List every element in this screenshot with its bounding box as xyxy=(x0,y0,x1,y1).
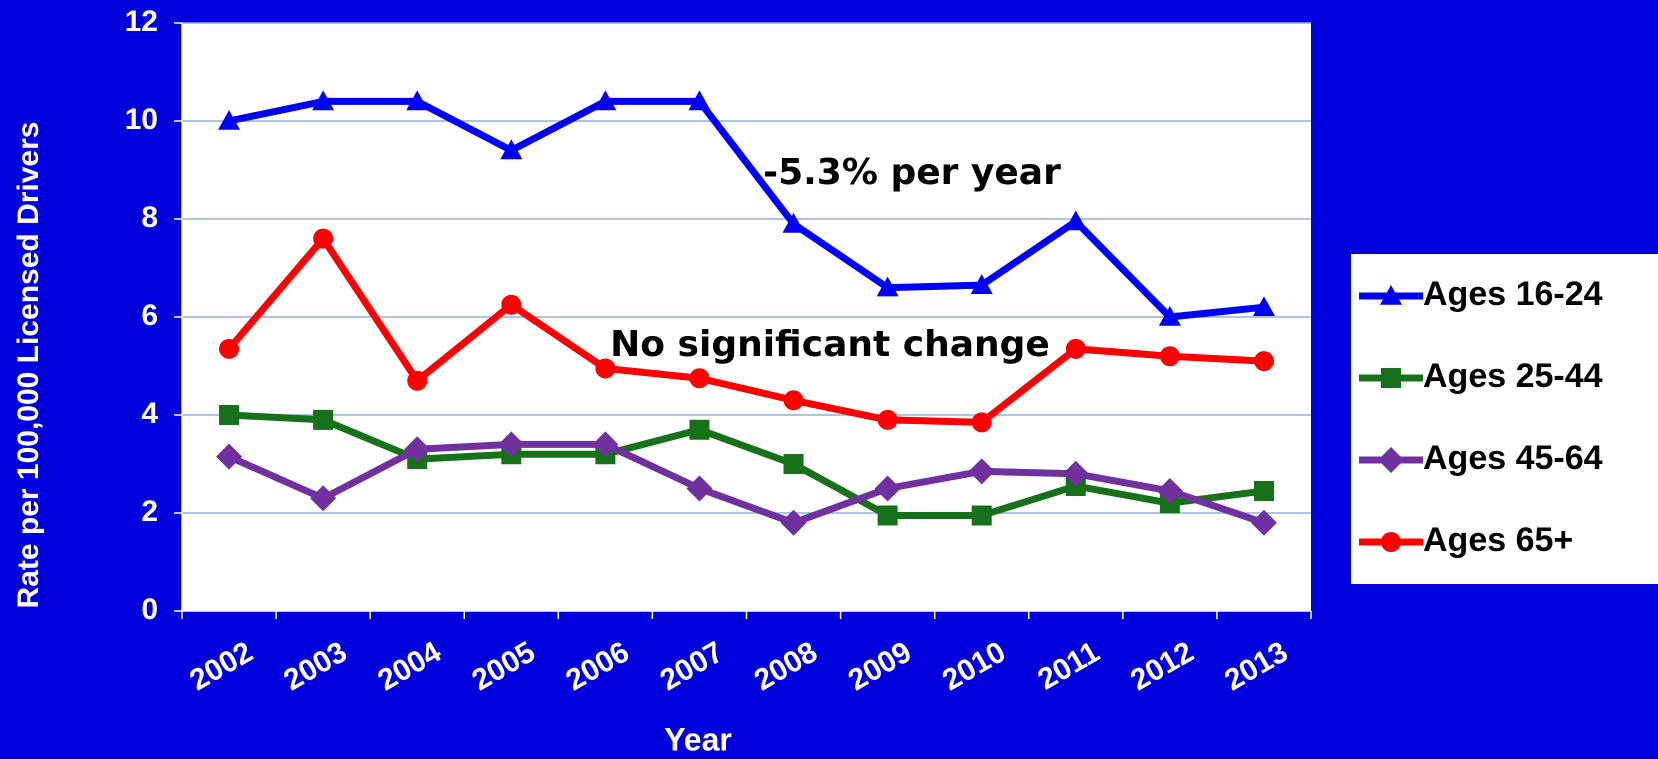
y-tick-label: 4 xyxy=(141,397,158,430)
y-tick-label: 8 xyxy=(141,201,158,234)
data-point xyxy=(219,405,240,425)
data-point xyxy=(1252,296,1275,316)
x-axis-title: Year xyxy=(664,721,732,757)
legend-marker xyxy=(1378,447,1404,473)
legend-label: Ages 16-24 xyxy=(1423,275,1603,313)
y-tick-label: 0 xyxy=(141,593,158,626)
data-point xyxy=(1062,460,1089,487)
legend-marker xyxy=(1381,368,1401,388)
data-point xyxy=(592,431,619,458)
data-point xyxy=(688,90,711,111)
data-point xyxy=(1253,480,1274,501)
data-point xyxy=(313,228,334,249)
legend-label: Ages 25-44 xyxy=(1423,357,1603,395)
series-line xyxy=(226,235,1265,426)
data-point xyxy=(971,505,992,526)
data-point xyxy=(1253,351,1274,372)
data-point xyxy=(1159,346,1180,367)
y-tick-label: 10 xyxy=(125,103,158,136)
data-point xyxy=(874,475,901,502)
data-point xyxy=(404,436,431,463)
legend-marker xyxy=(1381,532,1401,552)
data-point xyxy=(219,338,240,359)
data-point xyxy=(1156,477,1183,504)
data-point xyxy=(310,485,337,512)
data-point xyxy=(500,139,523,160)
data-point xyxy=(498,431,525,458)
data-point xyxy=(407,370,428,391)
data-point xyxy=(782,212,805,233)
y-tick-label: 12 xyxy=(125,5,158,38)
data-point xyxy=(783,454,804,474)
data-point xyxy=(689,368,710,389)
annotation: -5.3% per year xyxy=(763,152,1061,193)
data-point xyxy=(971,412,992,433)
data-point xyxy=(1064,210,1087,231)
data-point xyxy=(595,358,616,379)
data-point xyxy=(783,390,804,411)
legend-marker xyxy=(1380,285,1402,305)
series-line xyxy=(228,97,1265,321)
data-point xyxy=(218,110,241,130)
y-tick-label: 2 xyxy=(141,495,158,528)
data-point xyxy=(970,274,993,294)
legend-box xyxy=(1351,254,1658,584)
series-line xyxy=(227,440,1266,527)
data-point xyxy=(406,90,429,111)
data-point xyxy=(877,505,898,526)
legend-label: Ages 65+ xyxy=(1423,521,1573,559)
data-point xyxy=(876,276,899,297)
data-point xyxy=(1158,306,1181,326)
data-point xyxy=(313,409,334,430)
series-line xyxy=(228,411,1265,519)
data-point xyxy=(312,90,335,111)
data-point xyxy=(877,409,898,430)
annotation: No significant change xyxy=(610,324,1050,365)
data-point xyxy=(686,475,713,502)
data-point xyxy=(216,443,243,470)
data-point xyxy=(501,294,522,315)
data-point xyxy=(968,458,995,485)
data-point xyxy=(1250,509,1277,536)
data-point xyxy=(1065,338,1086,359)
y-axis-title: Rate per 100,000 Licensed Drivers xyxy=(12,122,45,609)
data-point xyxy=(594,90,617,111)
data-point xyxy=(780,509,807,536)
legend-label: Ages 45-64 xyxy=(1423,439,1603,477)
y-tick-label: 6 xyxy=(141,299,158,332)
data-point xyxy=(689,419,710,440)
